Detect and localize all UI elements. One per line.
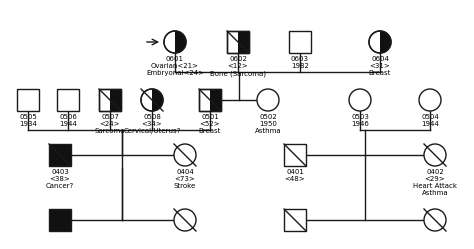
Ellipse shape [174,144,196,166]
Polygon shape [284,144,306,166]
Text: 0504
1944: 0504 1944 [421,114,439,127]
Text: 0505
1934: 0505 1934 [19,114,37,127]
Polygon shape [110,89,121,111]
Text: 0403
<38>
Cancer?: 0403 <38> Cancer? [46,169,74,189]
Text: 0601
Ovarian<21>
Embryonal<24>: 0601 Ovarian<21> Embryonal<24> [146,56,204,76]
Ellipse shape [369,31,391,53]
Text: 0603
1982: 0603 1982 [291,56,309,69]
Text: 0508
<34>
Cervical/Uterus?: 0508 <34> Cervical/Uterus? [123,114,181,134]
Polygon shape [57,89,79,111]
Polygon shape [99,89,121,111]
Text: 0506
1944: 0506 1944 [59,114,77,127]
Text: 0501
<52>
Breast: 0501 <52> Breast [199,114,221,134]
Ellipse shape [174,209,196,231]
Ellipse shape [424,209,446,231]
Polygon shape [49,209,71,231]
Polygon shape [289,31,311,53]
Ellipse shape [419,89,441,111]
Polygon shape [152,89,163,111]
Polygon shape [227,31,249,53]
Text: 0604
<31>
Breast: 0604 <31> Breast [369,56,391,76]
Polygon shape [49,144,71,166]
Polygon shape [175,31,186,53]
Text: 0502
1950
Asthma: 0502 1950 Asthma [255,114,281,134]
Text: 0507
<24>
Sarcoma: 0507 <24> Sarcoma [95,114,125,134]
Polygon shape [284,209,306,231]
Text: 0402
<29>
Heart Attack
Asthma: 0402 <29> Heart Attack Asthma [413,169,457,196]
Ellipse shape [141,89,163,111]
Ellipse shape [164,31,186,53]
Text: 0503
1946: 0503 1946 [351,114,369,127]
Polygon shape [17,89,39,111]
Polygon shape [380,31,391,53]
Polygon shape [199,89,221,111]
Polygon shape [238,31,249,53]
Text: 0404
<73>
Stroke: 0404 <73> Stroke [174,169,196,189]
Ellipse shape [424,144,446,166]
Polygon shape [210,89,221,111]
Text: 0401
<48>: 0401 <48> [285,169,305,182]
Text: 0602
<12>
Bone (Sarcoma): 0602 <12> Bone (Sarcoma) [210,56,266,76]
Ellipse shape [257,89,279,111]
Ellipse shape [349,89,371,111]
